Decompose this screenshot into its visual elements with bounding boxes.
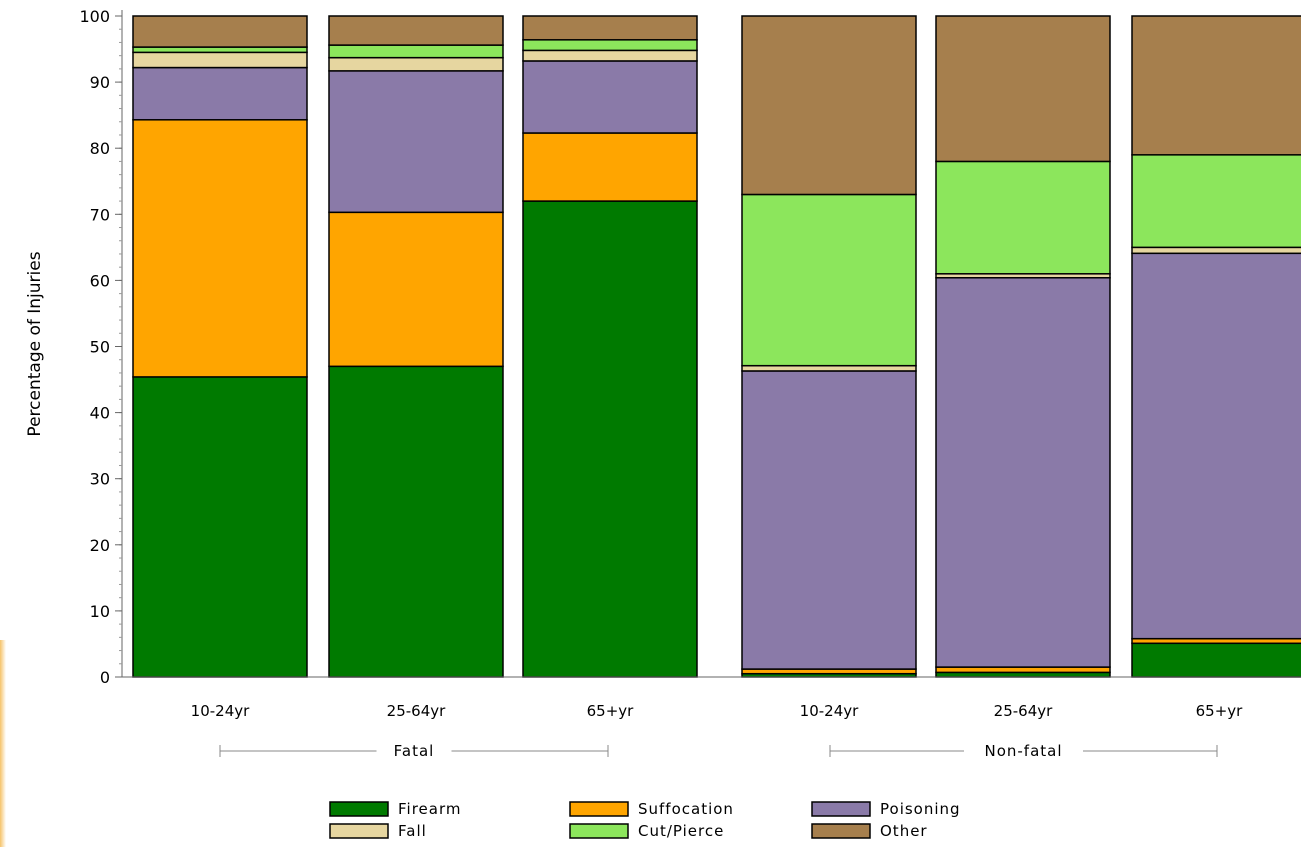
y-tick-label: 0 (100, 668, 110, 687)
legend-swatch (569, 823, 629, 839)
bar-segment-suffocation (522, 132, 698, 202)
bar-segment-poisoning (132, 66, 308, 121)
y-tick-label: 70 (90, 205, 110, 224)
bar-segment-cut-pierce (741, 193, 917, 367)
legend-swatch (329, 801, 389, 817)
bar-segment-poisoning (328, 70, 504, 214)
y-tick-label: 80 (90, 139, 110, 158)
decorative-edge (0, 640, 6, 847)
legend-swatch (569, 801, 629, 817)
legend-swatch (329, 823, 389, 839)
bar-segment-cut-pierce (328, 44, 504, 59)
bar-segment-fall (328, 56, 504, 72)
bar-segment-other (132, 15, 308, 48)
legend-item-cut-pierce: Cut/Pierce (569, 822, 724, 840)
bar-segment-poisoning (935, 277, 1111, 668)
bar-segment-poisoning (1131, 252, 1301, 640)
bar-non-fatal-25-64yr (935, 15, 1111, 678)
legend-item-fall: Fall (329, 822, 427, 840)
legend-label: Suffocation (638, 800, 734, 818)
x-tick-label: 65+yr (587, 702, 635, 720)
bar-fatal-65plusyr (522, 15, 698, 678)
bar-non-fatal-65plusyr (1131, 15, 1301, 678)
legend-label: Cut/Pierce (638, 822, 724, 840)
x-tick-label: 65+yr (1196, 702, 1244, 720)
bar-segment-suffocation (328, 211, 504, 368)
y-tick-label: 90 (90, 73, 110, 92)
bar-segment-other (1131, 15, 1301, 156)
legend-item-other: Other (811, 822, 928, 840)
y-axis: 0 10 20 30 40 50 60 70 80 90 100 (79, 7, 1301, 687)
bar-segment-other (522, 15, 698, 41)
bar-segment-other (935, 15, 1111, 163)
group-labels: Fatal Non-fatal (219, 742, 1218, 760)
bar-segment-fall (522, 49, 698, 62)
bar-segment-firearm (132, 376, 308, 678)
legend-item-suffocation: Suffocation (569, 800, 734, 818)
y-tick-label: 30 (90, 470, 110, 489)
bar-segment-firearm (328, 365, 504, 678)
bar-segment-suffocation (935, 666, 1111, 674)
bar-fatal-10-24yr (132, 15, 308, 678)
group-label: Non-fatal (984, 742, 1062, 760)
bar-segment-poisoning (741, 370, 917, 670)
legend-item-firearm: Firearm (329, 800, 461, 818)
bar-segment-firearm (522, 200, 698, 678)
group-label: Fatal (394, 742, 435, 760)
x-tick-label: 25-64yr (994, 702, 1053, 720)
legend-item-poisoning: Poisoning (811, 800, 961, 818)
y-tick-label: 100 (79, 7, 110, 26)
bar-segment-suffocation (132, 119, 308, 378)
legend-label: Fall (398, 822, 427, 840)
bar-fatal-25-64yr (328, 15, 504, 678)
y-tick-label: 20 (90, 536, 110, 555)
legend-label: Firearm (398, 800, 461, 818)
bar-segment-cut-pierce (132, 46, 308, 54)
y-tick-label: 40 (90, 404, 110, 423)
bar-segment-fall (132, 51, 308, 69)
y-tick-label: 60 (90, 271, 110, 290)
bar-segment-cut-pierce (1131, 154, 1301, 249)
legend-swatch (811, 823, 871, 839)
legend-label: Other (880, 822, 928, 840)
bar-segment-other (328, 15, 504, 46)
bar-segment-poisoning (522, 60, 698, 134)
x-tick-label: 10-24yr (191, 702, 250, 720)
y-tick-label: 10 (90, 602, 110, 621)
x-tick-label: 10-24yr (800, 702, 859, 720)
bars-layer (132, 15, 1301, 678)
bar-segment-fall (1131, 246, 1301, 255)
legend-swatch (811, 801, 871, 817)
y-axis-title: Percentage of Injuries (25, 251, 45, 436)
x-axis-labels: 10-24yr 25-64yr 65+yr 10-24yr 25-64yr 65+yr (191, 702, 1244, 720)
bar-non-fatal-10-24yr (741, 15, 917, 678)
y-tick-label: 50 (90, 338, 110, 357)
bar-segment-firearm (1131, 642, 1301, 678)
bar-segment-other (741, 15, 917, 196)
bar-segment-cut-pierce (935, 160, 1111, 275)
bar-segment-fall (741, 364, 917, 372)
legend-label: Poisoning (880, 800, 961, 818)
legend: Firearm Suffocation Poisoning Fall Cut/Pierc… (329, 800, 961, 840)
bar-segment-cut-pierce (522, 39, 698, 52)
x-tick-label: 25-64yr (387, 702, 446, 720)
